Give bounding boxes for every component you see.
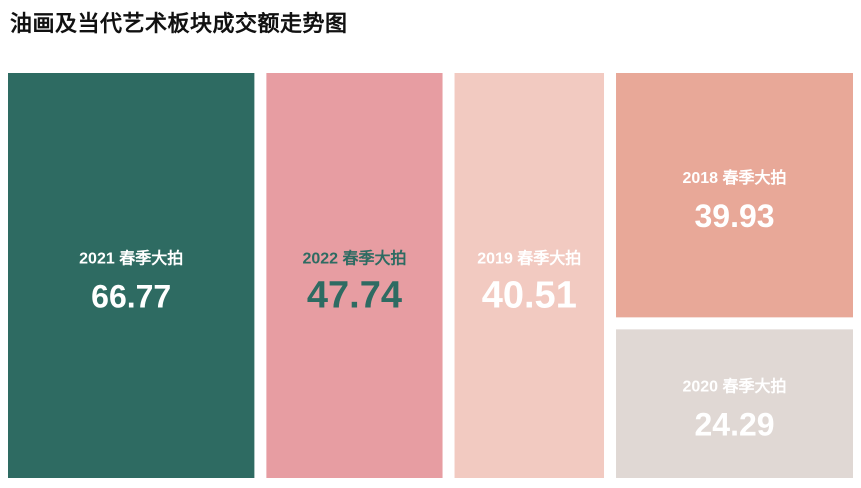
tile-value-label: 24.29 (694, 407, 774, 443)
treemap-tile (616, 73, 853, 318)
tile-value-label: 47.74 (307, 275, 402, 317)
treemap-tile (616, 329, 853, 478)
tile-value-label: 66.77 (91, 279, 171, 315)
tile-category-label: 2022 春季大拍 (302, 249, 406, 268)
chart-title: 油画及当代艺术板块成交额走势图 (10, 12, 348, 37)
tile-value-label: 39.93 (694, 198, 774, 234)
tile-category-label: 2020 春季大拍 (682, 377, 786, 396)
treemap-tile (454, 73, 605, 478)
treemap-tile (8, 73, 255, 478)
tile-value-label: 40.51 (482, 275, 577, 317)
tile-category-label: 2021 春季大拍 (79, 249, 183, 268)
tile-category-label: 2019 春季大拍 (477, 249, 581, 268)
treemap-tile (266, 73, 443, 478)
tile-category-label: 2018 春季大拍 (682, 168, 786, 187)
